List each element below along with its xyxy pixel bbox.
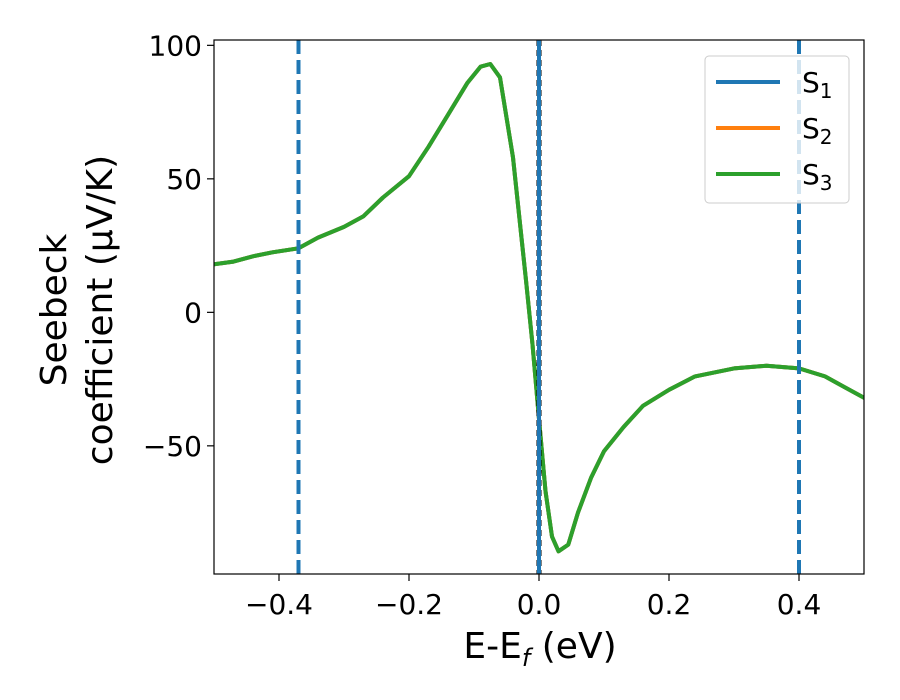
x-tick-label: 0.0: [517, 588, 562, 621]
legend-label-s1: S1: [802, 66, 833, 103]
legend: S1 S2 S3: [704, 55, 850, 204]
y-axis-title-line1: Seebeck: [34, 233, 75, 386]
legend-label-s3: S3: [802, 158, 833, 195]
x-axis-title: E-Ef (eV): [463, 626, 616, 672]
y-tick-label: 100: [149, 29, 202, 62]
x-tick-label: 0.4: [777, 588, 822, 621]
x-tick-label: 0.2: [647, 588, 692, 621]
x-tick-label: −0.4: [245, 588, 313, 621]
axes: −0.4 −0.2 0.0 0.2 0.4 100 50 0 −50: [143, 29, 865, 621]
x-tick-label: −0.2: [375, 588, 443, 621]
y-tick-label: 50: [166, 163, 202, 196]
y-axis-title-line2: coefficient (μV/K): [80, 155, 121, 465]
series-line-s3: [214, 62, 864, 554]
legend-label-s2: S2: [802, 112, 833, 149]
y-tick-label: −50: [143, 430, 202, 463]
y-tick-label: 0: [184, 296, 202, 329]
